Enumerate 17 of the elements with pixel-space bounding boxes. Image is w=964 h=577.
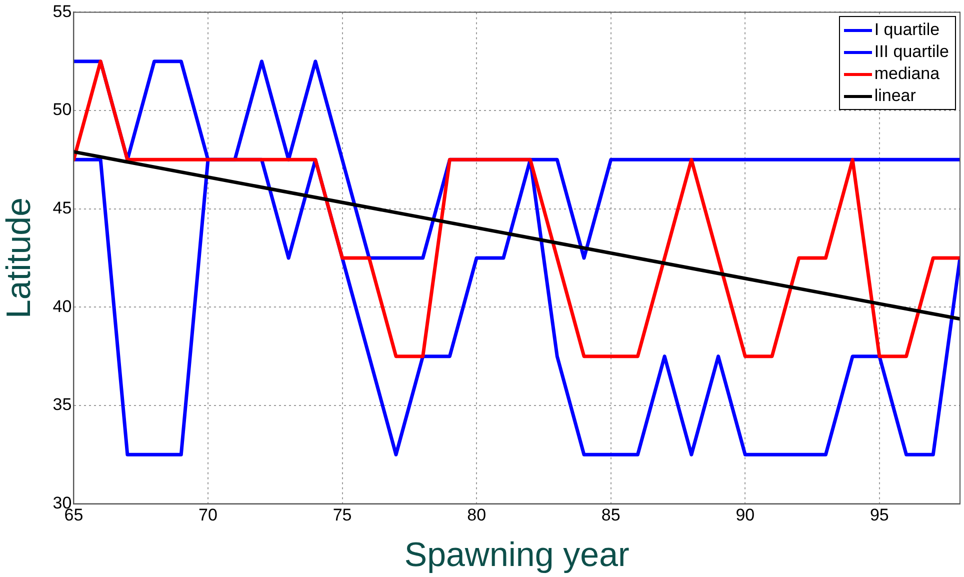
y-tick-label: 45 (52, 198, 72, 218)
x-tick-label: 95 (870, 506, 889, 525)
legend-label: I quartile (874, 20, 940, 40)
x-tick-label: 75 (332, 506, 352, 525)
y-tick-label: 55 (52, 2, 72, 21)
y-axis-title: Latitude (0, 198, 38, 318)
x-tick-label: 80 (467, 506, 486, 525)
x-tick-label: 85 (601, 506, 620, 525)
y-tick-label: 50 (52, 100, 72, 120)
y-tick-label: 40 (52, 296, 72, 316)
legend-label: mediana (874, 64, 940, 84)
legend-label: III quartile (874, 42, 949, 62)
x-tick-label: 70 (198, 506, 218, 525)
x-axis-title: Spawning year (404, 536, 630, 574)
y-tick-label: 35 (52, 395, 72, 414)
legend-label: linear (874, 86, 916, 106)
x-tick-label: 90 (736, 506, 755, 525)
